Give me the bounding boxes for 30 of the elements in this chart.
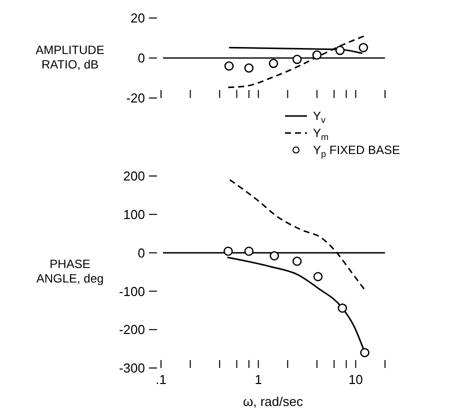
y-tick-label: 0 [138, 245, 145, 260]
y-tick-label: 200 [123, 168, 145, 184]
legend-label: Y$_{p}$ FIXED BASE [313, 143, 400, 159]
y-tick-label: -100 [118, 284, 145, 299]
x-tick-label: 1 [254, 372, 262, 387]
y-tick-label: 100 [123, 206, 145, 222]
x-axis-title: ω, rad/sec [242, 394, 304, 409]
y-tick-label: -200 [118, 322, 145, 338]
point [313, 272, 323, 282]
x-tick-label: .1 [156, 372, 166, 387]
point [224, 246, 233, 256]
point [360, 348, 370, 358]
y-axis-title: PHASE ANGLE, deg [36, 257, 104, 286]
x-tick-label: 10 [348, 372, 363, 387]
legend-label: Y$_{v}$ [313, 109, 326, 125]
point [268, 58, 278, 68]
point [224, 61, 234, 71]
legend-label: Y$_{m}$ [313, 126, 329, 142]
point [358, 42, 368, 52]
point [292, 54, 302, 64]
y-tick-label: -20 [126, 90, 145, 106]
point [335, 46, 345, 56]
y-tick-label: 20 [130, 10, 145, 26]
point [338, 303, 348, 313]
point [292, 256, 302, 266]
point [312, 50, 322, 60]
y-axis-title: AMPLITUDE RATIO, dB [36, 43, 104, 72]
y-tick-label: 0 [138, 50, 145, 66]
point [270, 251, 279, 261]
y-tick-label: -300 [118, 360, 145, 376]
